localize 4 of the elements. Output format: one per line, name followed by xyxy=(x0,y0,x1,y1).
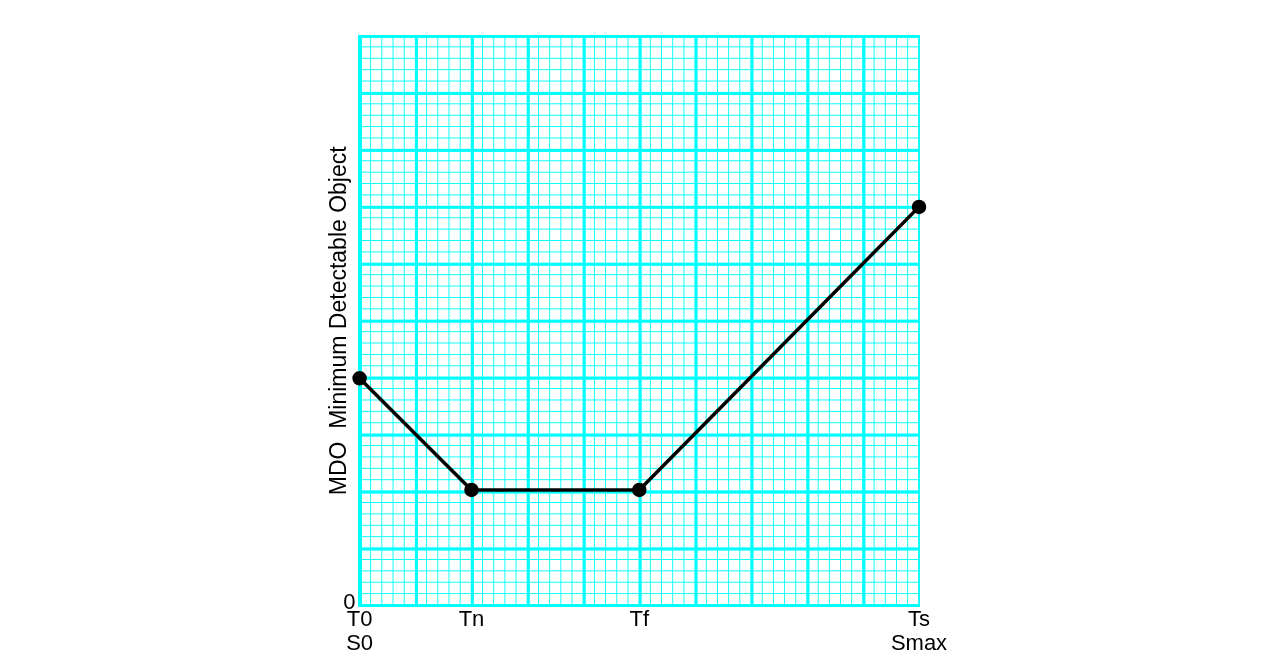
x-tick-label: Ts Smax xyxy=(890,605,948,655)
x-tick-label: Tn xyxy=(458,605,485,631)
x-tick-label: Tf xyxy=(629,605,650,631)
y-axis-title: MDO Minimum Detectable Object xyxy=(325,145,352,496)
